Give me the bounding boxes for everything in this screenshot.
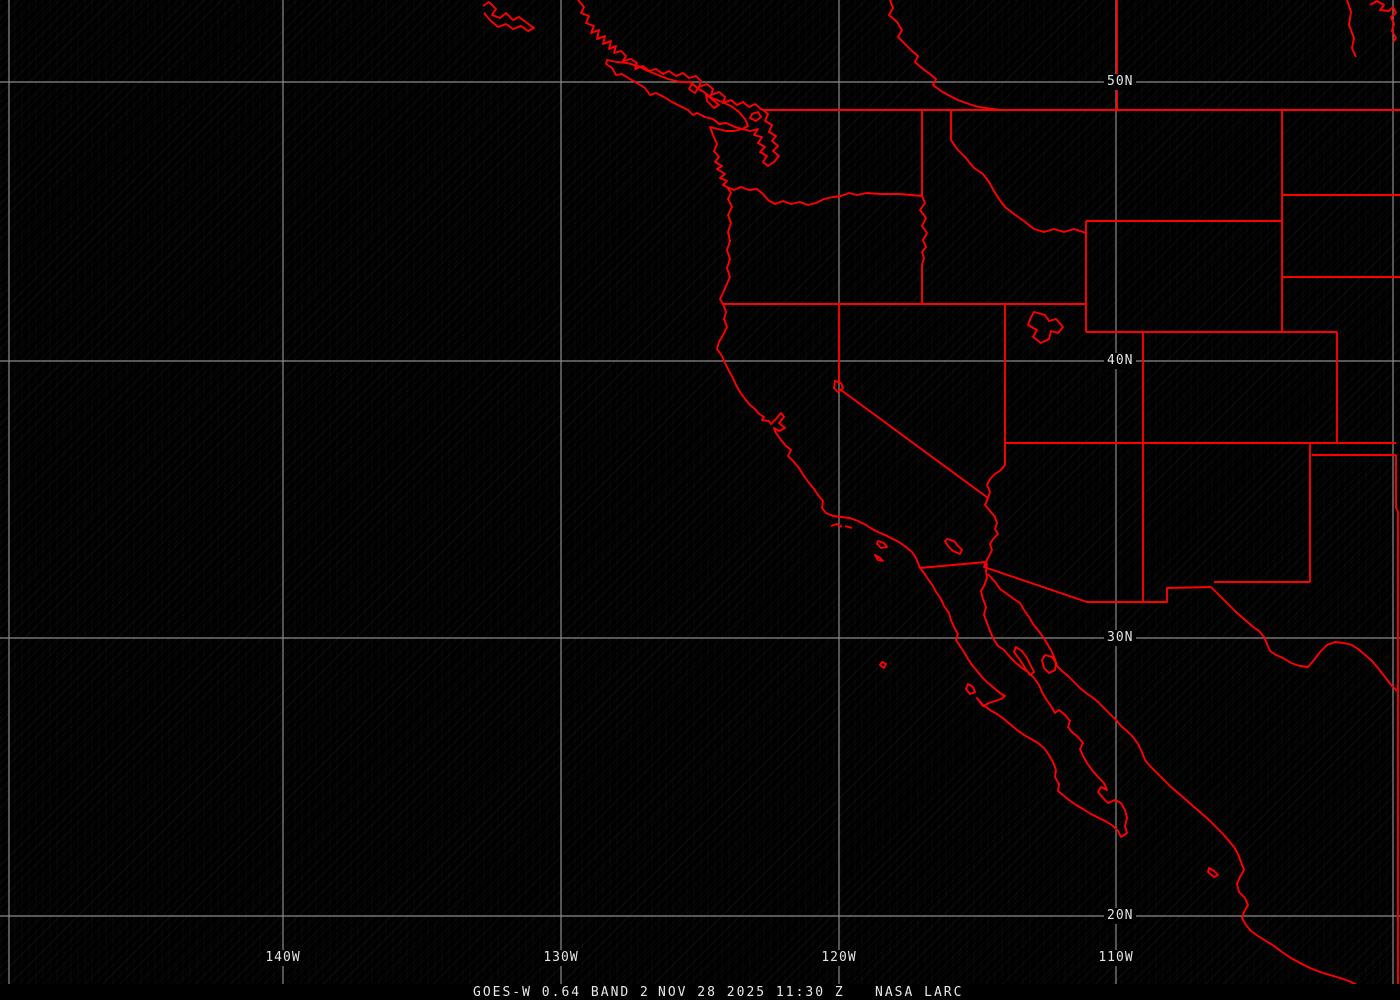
bc-alberta-divide [888,0,1001,111]
salton-sea [944,538,963,555]
puget-sound-coast [709,109,780,188]
lon-label-120W: 120W [818,950,860,966]
manitoba-lake-shore [1369,0,1397,43]
san-clemente-island [874,554,884,562]
san-juan-islands [749,111,762,122]
us-mexico-border [919,561,1212,603]
guadalupe-island [879,661,887,669]
mt-id-divide [950,110,1087,234]
sonora-sinaloa-coast [987,573,1364,989]
az-nv-colorado-river [984,443,1006,563]
lon-label-140W: 140W [262,950,304,966]
lon-label-110W: 110W [1095,950,1137,966]
haida-gwaii-coast [482,1,535,32]
columbia-river-wa-or [726,186,923,206]
caption-instrument: GOES-W 0.64 BAND 2 [473,985,650,1000]
great-salt-lake [1027,311,1064,344]
lake-tahoe [833,380,844,393]
tx-ok-100w-red-river [1395,455,1399,990]
bc-mainland-coast [577,0,764,111]
quadra-island [688,83,699,94]
vancouver-island [605,59,749,130]
channel-islands-east [844,525,853,529]
tiburon-island [1041,654,1057,674]
cedros-island [965,683,976,695]
angel-de-la-guarda-island [1013,646,1035,676]
lake-of-the-prairies [1346,0,1357,58]
caption-bar: GOES-W 0.64 BAND 2 NOV 28 2025 11:30 Z NAS… [0,984,1400,1000]
islas-marias [1207,867,1219,878]
rio-grande [1210,586,1398,692]
channel-islands-north [830,523,843,528]
caption-credit: NASA LARC [875,985,964,1000]
catalina-island [876,540,888,549]
pacific-coast-or-ca [716,186,921,569]
texada-island [705,93,720,109]
ca-nv-border-diagonal [840,389,989,499]
lat-label-50N: 50N [1104,74,1137,90]
lon-label-130W: 130W [540,950,582,966]
lat-label-30N: 30N [1104,630,1137,646]
lat-label-20N: 20N [1104,908,1137,924]
caption-datetime: NOV 28 2025 11:30 Z [658,985,845,1000]
or-id-snake-river [919,195,928,304]
lat-label-40N: 40N [1104,353,1137,369]
